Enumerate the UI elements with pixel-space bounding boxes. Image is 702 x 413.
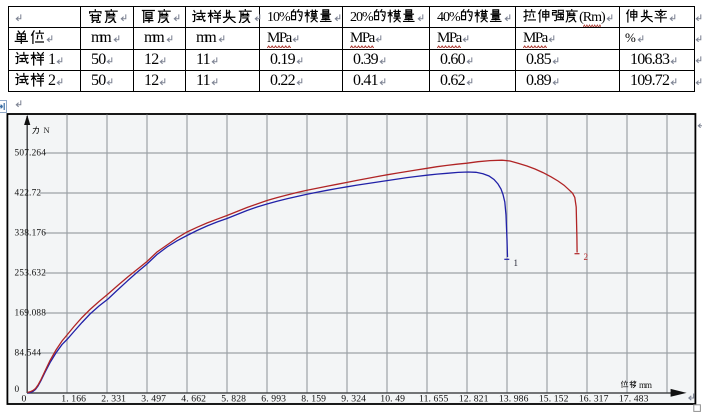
svg-text:1. 166: 1. 166: [61, 394, 86, 405]
svg-text:6. 993: 6. 993: [261, 394, 286, 405]
svg-text:84.544: 84.544: [15, 348, 42, 358]
svg-text:507.264: 507.264: [15, 148, 47, 158]
svg-text:13. 986: 13. 986: [499, 394, 529, 405]
svg-text:3. 497: 3. 497: [141, 394, 166, 405]
svg-text:0: 0: [22, 394, 27, 405]
svg-text:2: 2: [584, 252, 589, 262]
svg-text:N: N: [44, 125, 50, 135]
svg-text:1: 1: [514, 258, 519, 268]
svg-text:16. 317: 16. 317: [579, 394, 609, 405]
svg-text:422.72: 422.72: [15, 188, 42, 198]
svg-text:10. 49: 10. 49: [380, 394, 405, 405]
svg-text:2. 331: 2. 331: [101, 394, 126, 405]
svg-text:338.176: 338.176: [15, 228, 47, 238]
svg-text:9. 324: 9. 324: [341, 394, 366, 405]
svg-text:169.088: 169.088: [15, 308, 47, 318]
svg-text:17. 483: 17. 483: [619, 394, 649, 405]
svg-text:5. 828: 5. 828: [221, 394, 246, 405]
svg-text:15. 152: 15. 152: [539, 394, 569, 405]
svg-text:11. 655: 11. 655: [419, 394, 448, 405]
svg-text:253.632: 253.632: [15, 268, 47, 278]
svg-text:8. 159: 8. 159: [301, 394, 326, 405]
svg-text:mm: mm: [639, 380, 652, 390]
svg-text:4. 662: 4. 662: [181, 394, 206, 405]
svg-text:0: 0: [15, 385, 20, 395]
svg-text:12. 821: 12. 821: [459, 394, 489, 405]
